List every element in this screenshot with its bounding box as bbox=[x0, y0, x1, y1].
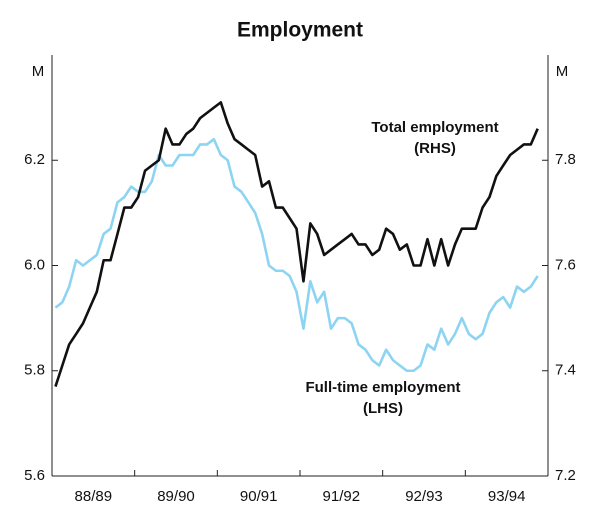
annotation: (RHS) bbox=[414, 140, 456, 157]
annotation: (LHS) bbox=[363, 400, 403, 417]
chart-title: Employment bbox=[237, 19, 363, 42]
y-unit: M bbox=[32, 63, 45, 80]
annotation: Full-time employment bbox=[305, 379, 460, 396]
y-tick-label: 6.2 bbox=[24, 151, 45, 168]
y-tick-label: 5.8 bbox=[24, 362, 45, 379]
x-tick-label: 88/89 bbox=[75, 488, 113, 505]
y2-unit: M bbox=[556, 63, 569, 80]
x-tick-label: 92/93 bbox=[405, 488, 443, 505]
y2-tick-label: 7.8 bbox=[555, 151, 576, 168]
y2-tick-label: 7.6 bbox=[555, 256, 576, 273]
y2-tick-label: 7.4 bbox=[555, 362, 576, 379]
x-tick-label: 89/90 bbox=[157, 488, 195, 505]
x-tick-label: 91/92 bbox=[323, 488, 361, 505]
y-tick-label: 6.0 bbox=[24, 256, 45, 273]
y-tick-label: 5.6 bbox=[24, 467, 45, 484]
y2-tick-label: 7.2 bbox=[555, 467, 576, 484]
annotation: Total employment bbox=[371, 119, 498, 136]
series-line bbox=[54, 137, 539, 373]
x-tick-label: 93/94 bbox=[488, 488, 526, 505]
series-line bbox=[54, 101, 539, 387]
x-tick-label: 90/91 bbox=[240, 488, 278, 505]
